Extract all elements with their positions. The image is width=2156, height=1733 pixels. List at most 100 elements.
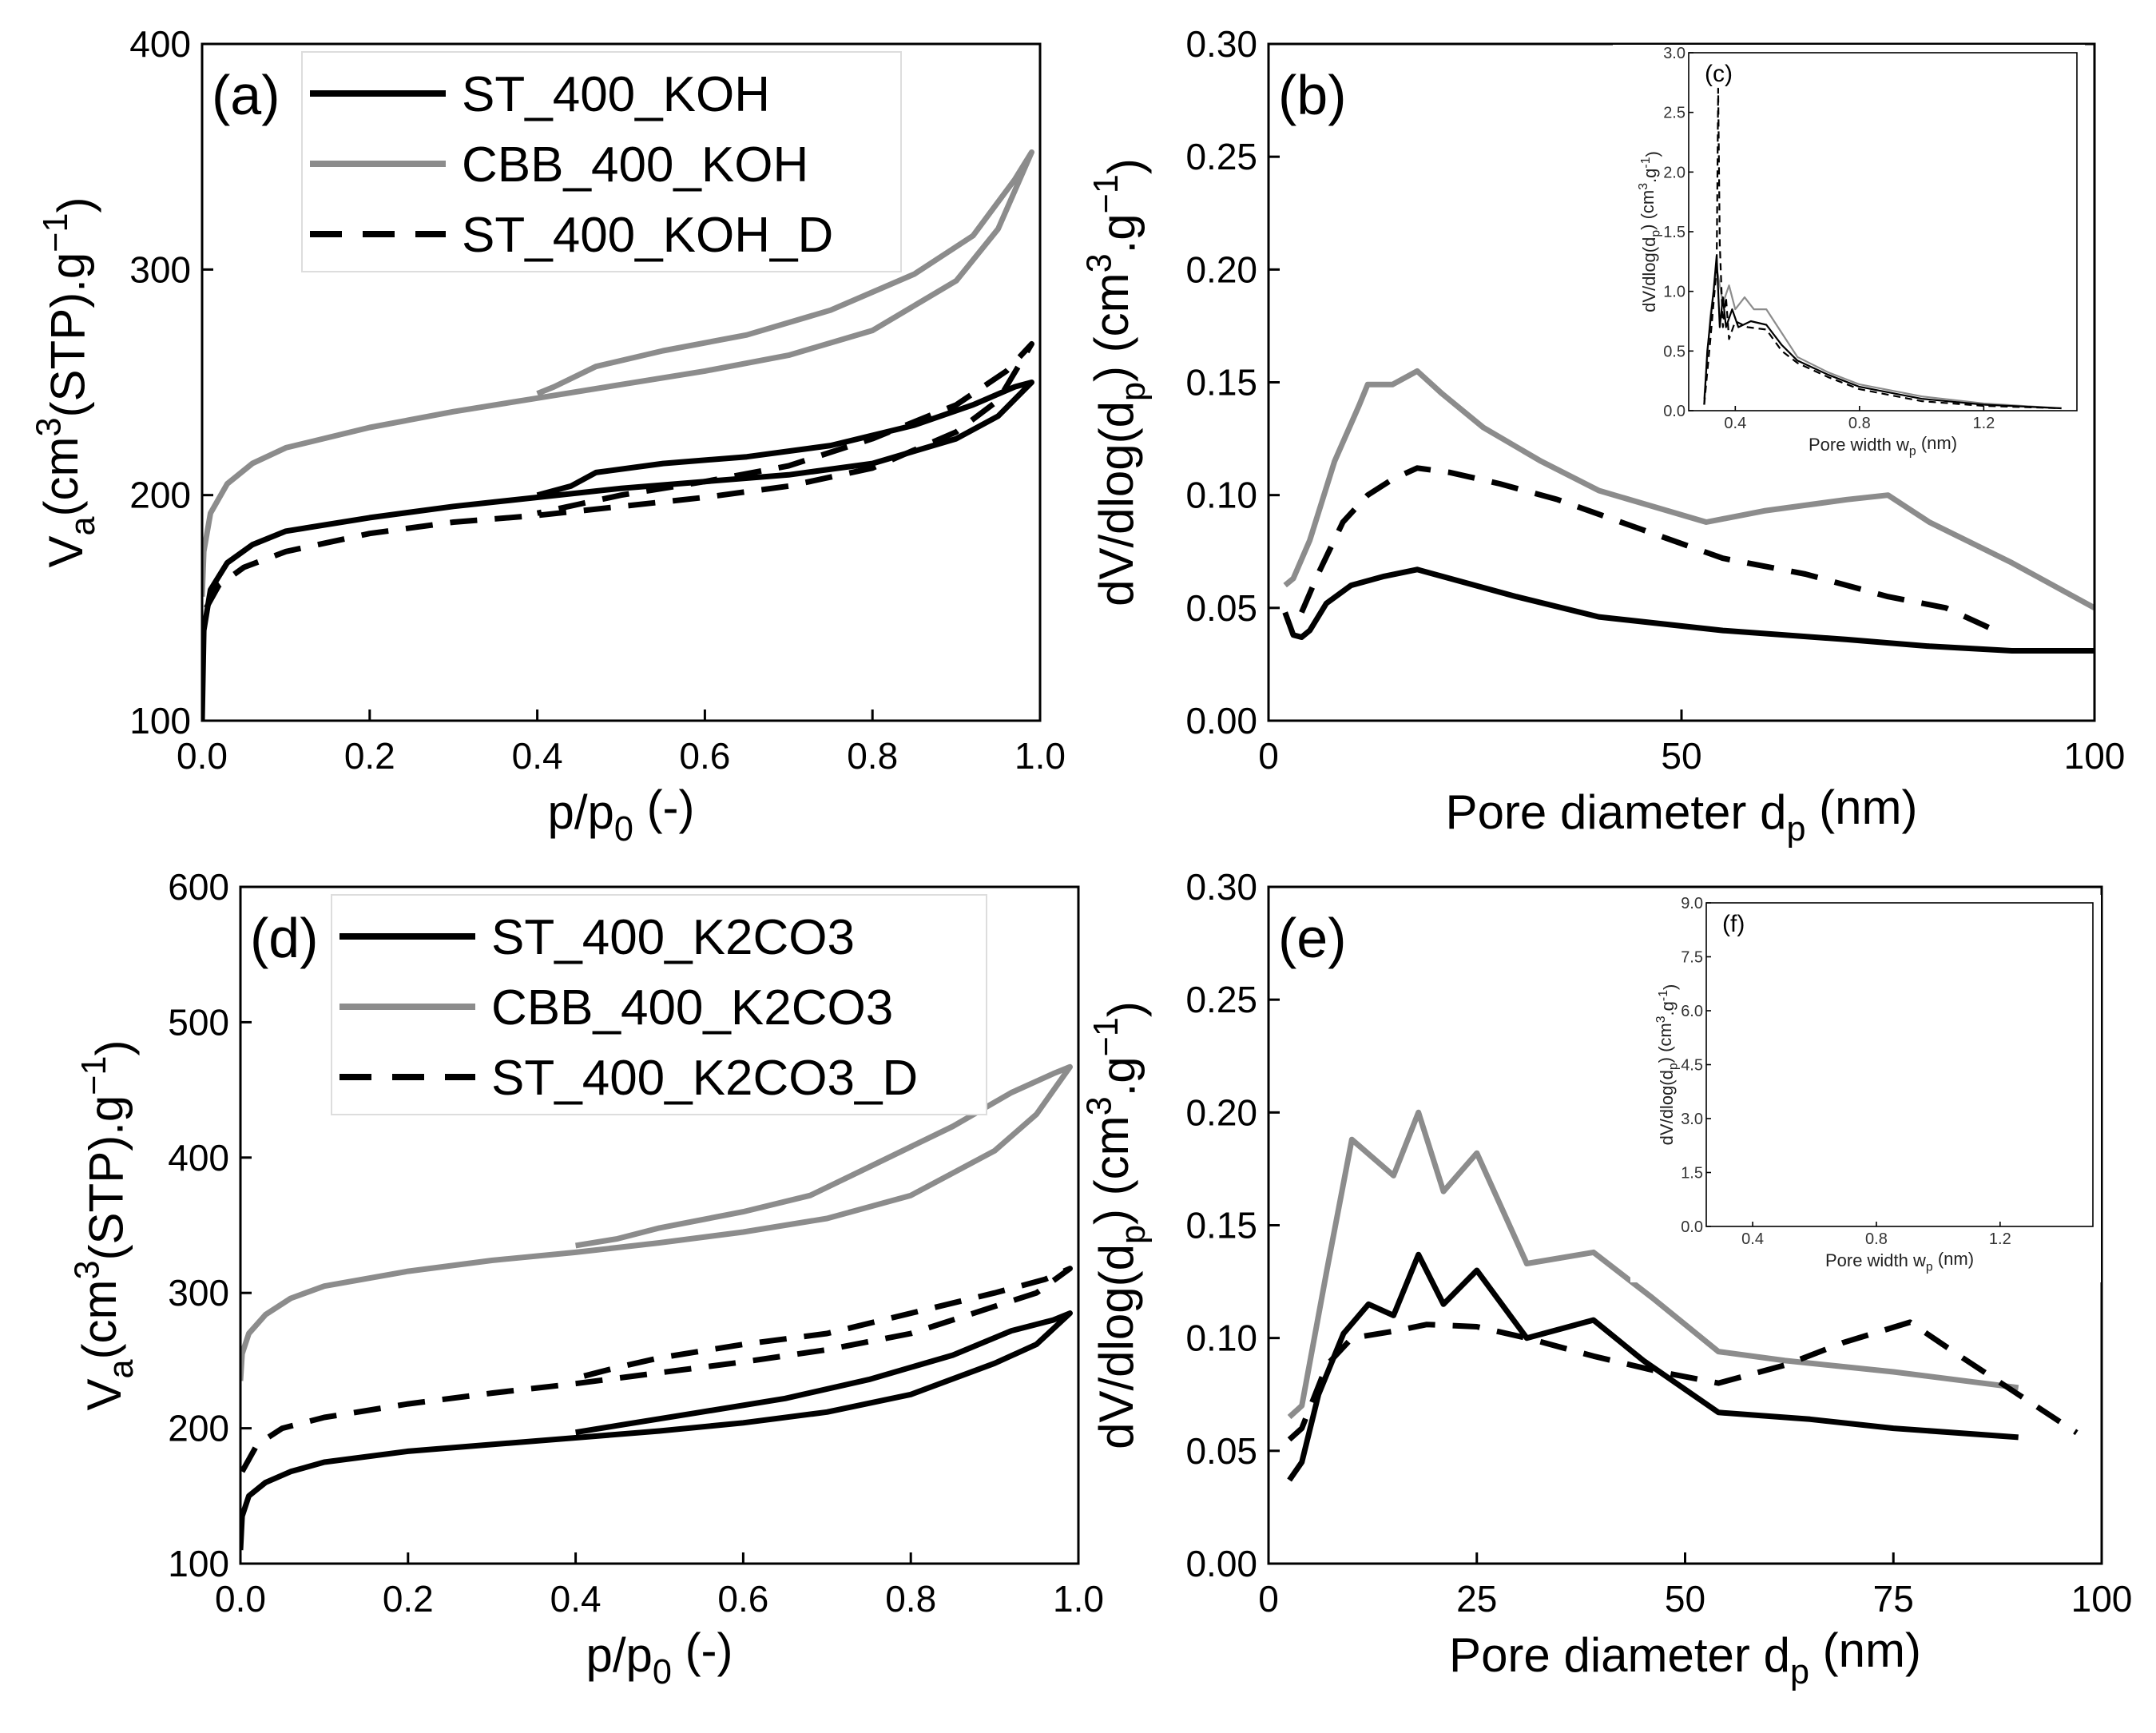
legend-label-1-part: ST_400_K2CO3 — [491, 910, 855, 965]
y-tick-label-part: 0.20 — [1185, 248, 1257, 290]
x-tick-label-part: 0.2 — [344, 735, 395, 777]
inset-panel-label: (c) — [1705, 61, 1733, 87]
inset-y-axis-title-part: p — [1667, 1063, 1681, 1070]
y-tick-label: 0.5 — [1663, 343, 1685, 360]
series-group — [1287, 1109, 2079, 1482]
y-tick-label-part: 500 — [168, 1001, 229, 1043]
y-tick-label-part: 100 — [168, 1543, 229, 1584]
y-tick-label: 0.10 — [1185, 475, 1257, 516]
y-tick-label-part: 3.0 — [1681, 1111, 1703, 1128]
y-tick-label-part: 2.0 — [1663, 164, 1685, 181]
x-tick-label-part: 50 — [1661, 735, 1701, 777]
y-tick-label-part: 0.05 — [1185, 1430, 1257, 1472]
y-tick-label-part: 7.5 — [1681, 949, 1703, 967]
y-tick-label: 0.30 — [1185, 23, 1257, 65]
y-axis-title-part: ) — [86, 1040, 140, 1056]
y-tick-label: 300 — [129, 248, 191, 290]
y-tick-label: 1.5 — [1663, 224, 1685, 241]
legend-label-3: ST_400_K2CO3_D — [491, 1051, 918, 1106]
x-tick-label: 0.8 — [1848, 415, 1871, 432]
y-tick-label-part: 4.5 — [1681, 1057, 1703, 1075]
panel-b: 0 50 100 0.00 0.05 0.10 0.15 0.20 0.25 0.30 Pore d… — [1081, 23, 2126, 849]
y-axis-title-part: p — [1114, 1225, 1153, 1244]
x-tick-label-part: 25 — [1456, 1578, 1497, 1620]
inset-x-axis-title-part: Pore width w — [1809, 435, 1909, 455]
x-tick-label: 0.2 — [383, 1578, 434, 1620]
x-tick-label-part: 0.8 — [885, 1578, 936, 1620]
y-tick-label: 2.0 — [1663, 164, 1685, 181]
inset-y-axis-title-part: dV/dlog(d — [1657, 1070, 1677, 1145]
x-tick-label-part: 0.4 — [1741, 1230, 1764, 1248]
y-axis-title-part: dV/dlog(d — [1090, 1244, 1143, 1449]
panel-label-part: (a) — [212, 64, 280, 126]
y-tick-label: 1.5 — [1681, 1165, 1703, 1182]
y-tick-label: 4.5 — [1681, 1057, 1703, 1075]
x-axis-title-part: (-) — [672, 1624, 733, 1677]
panel-a: 0.0 0.2 0.4 0.6 0.8 1.0 100 200 300 400 p/p0 (-) Va… — [30, 23, 1066, 849]
x-tick-label: 0.4 — [1724, 415, 1746, 432]
legend-label-2-part: CBB_400_KOH — [462, 137, 808, 193]
y-axis-title-part: ) — [1098, 1001, 1152, 1017]
x-tick-label-part: 0.6 — [679, 735, 730, 777]
inset-y-axis-title-part: .g — [1640, 169, 1660, 183]
panel-label: (d) — [250, 907, 319, 969]
y-tick-label-part: 300 — [129, 248, 191, 290]
series-line-1 — [240, 1310, 1073, 1551]
y-axis-title-part: (cm — [73, 1279, 126, 1359]
x-axis-title-part: p/p — [547, 785, 613, 839]
y-axis-title-part: −1 — [1087, 174, 1126, 213]
x-axis-title: p/p0 (-) — [547, 781, 694, 849]
x-tick-label-part: 0.0 — [215, 1578, 266, 1620]
x-tick-label: 0.2 — [344, 735, 395, 777]
y-axis-title-part: .g — [1092, 213, 1145, 253]
series-line-1 — [1287, 1251, 2019, 1482]
y-tick-label-part: 0.20 — [1185, 1091, 1257, 1133]
y-tick-label: 400 — [168, 1137, 229, 1179]
inset-y-axis-title: dV/dlog(dp) (cm3.g-1) — [1637, 151, 1663, 312]
legend-label-2: CBB_400_K2CO3 — [491, 980, 893, 1035]
x-tick-label-part: 0.4 — [512, 735, 563, 777]
y-tick-label-part: 0.05 — [1185, 587, 1257, 629]
y-axis-title-part: ) — [48, 197, 101, 213]
panel-label-part: (b) — [1278, 64, 1347, 126]
x-tick-label-part: 1.0 — [1014, 735, 1066, 777]
x-tick-label: 0.0 — [215, 1578, 266, 1620]
y-tick-label: 0.20 — [1185, 248, 1257, 290]
x-tick-label: 0.8 — [1865, 1230, 1888, 1248]
y-tick-label: 0.15 — [1185, 362, 1257, 403]
x-tick-label: 0.4 — [512, 735, 563, 777]
x-tick-label: 50 — [1665, 1578, 1705, 1620]
inset-x-axis-title: Pore width wp (nm) — [1825, 1249, 1974, 1274]
inset-y-axis-title-part: ) — [1660, 984, 1680, 990]
y-axis-title: dV/dlog(dp) (cm3.g−1) — [1081, 158, 1153, 606]
x-tick-label-part: 0.0 — [177, 735, 228, 777]
x-tick-label-part: 50 — [1665, 1578, 1705, 1620]
x-axis-title-part: (-) — [633, 781, 695, 834]
x-axis-title-part: 0 — [653, 1653, 672, 1691]
y-tick-label: 100 — [168, 1543, 229, 1584]
x-axis-title-part: (nm) — [1809, 1624, 1921, 1677]
series-line-3 — [240, 1266, 1073, 1473]
y-axis-title-part: 3 — [30, 417, 69, 436]
inset-y-axis-title-part: p — [1650, 230, 1663, 237]
inset-x-axis-title-part: Pore width w — [1825, 1250, 1926, 1270]
y-tick-label-part: 6.0 — [1681, 1003, 1703, 1020]
series-group — [1282, 368, 2094, 654]
y-tick-label: 200 — [168, 1408, 229, 1449]
y-axis-title: Va(cm3(STP).g−1) — [69, 1040, 141, 1411]
x-tick-label: 1.0 — [1014, 735, 1066, 777]
y-tick-label-part: 9.0 — [1681, 895, 1703, 912]
series-line-3 — [1299, 465, 1997, 634]
y-tick-label: 400 — [129, 23, 191, 65]
panel-e: 0 25 50 75 100 0.00 0.05 0.10 0.15 0.20 0.25 0.30 Po… — [1081, 866, 2133, 1691]
series-line-3 — [1287, 1319, 2079, 1442]
y-tick-label-part: 0.0 — [1663, 403, 1685, 420]
y-axis-title-part: 3 — [1081, 1096, 1119, 1115]
y-axis-title-part: ) (cm — [1085, 272, 1138, 382]
y-tick-label-part: 0.15 — [1185, 362, 1257, 403]
y-axis-title-part: 3 — [69, 1260, 107, 1279]
inset-x-axis-title: Pore width wp (nm) — [1809, 433, 1957, 459]
inset-y-axis-title-part: ) (cm — [1655, 1023, 1675, 1063]
y-tick-label: 300 — [168, 1272, 229, 1314]
y-tick-label-part: 200 — [168, 1408, 229, 1449]
